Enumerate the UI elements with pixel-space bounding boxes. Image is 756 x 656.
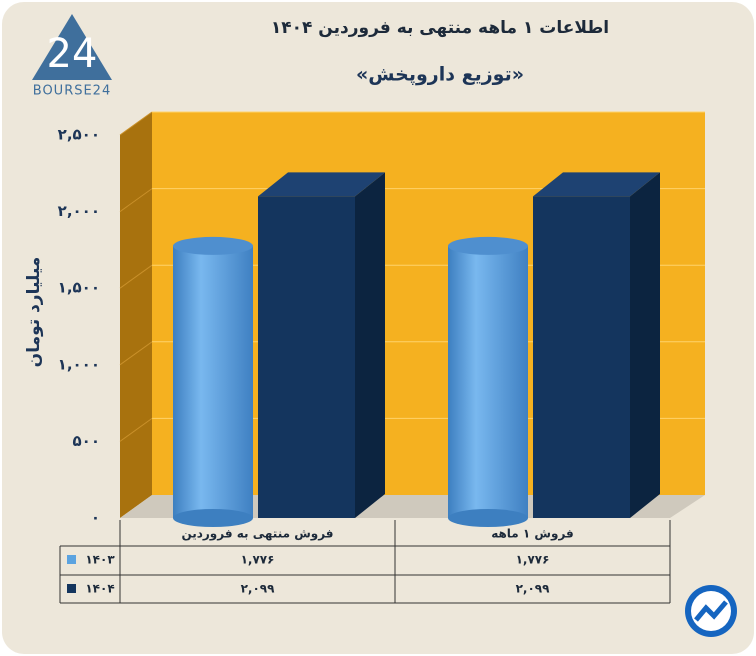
x-tick-label: فروش ۱ ماهه	[491, 527, 574, 542]
legend-swatch	[67, 555, 76, 564]
bar	[448, 245, 528, 518]
side-wall	[120, 112, 152, 518]
chart-subtitle: «توزیع داروپخش»	[356, 64, 524, 86]
logo-text: BOURSE24	[33, 84, 111, 99]
grid-line-side	[119, 188, 153, 213]
y-tick-label: ۲,۰۰۰	[58, 202, 100, 220]
bar	[258, 196, 355, 518]
legend-label: ۱۴۰۴	[85, 582, 114, 596]
chart-title: اطلاعات ۱ ماهه منتهی به فروردین ۱۴۰۴	[271, 18, 609, 38]
data-label: ۲,۰۹۹	[241, 582, 276, 596]
table-frame	[59, 520, 671, 604]
logo-triangle	[32, 14, 112, 80]
legend-label: ۱۴۰۳	[85, 553, 115, 567]
y-tick-label: ۰	[91, 509, 100, 527]
bar-top	[258, 172, 385, 197]
legend-swatch	[67, 584, 76, 593]
grid-line-side	[119, 111, 153, 136]
bar	[533, 196, 630, 518]
bar-top	[533, 172, 660, 197]
grid-line-side	[119, 341, 153, 366]
bar-side	[630, 172, 660, 518]
bar-base	[173, 509, 253, 527]
y-tick-label: ۱,۵۰۰	[58, 279, 100, 297]
y-tick-label: ۲,۵۰۰	[58, 126, 100, 144]
bar-cap	[173, 236, 253, 255]
grid-line-side	[119, 264, 153, 289]
bar	[173, 245, 253, 518]
data-label: ۱,۷۷۶	[516, 553, 550, 567]
y-axis-label: میلیارد تومان	[24, 257, 44, 368]
logo-mark: 24	[47, 31, 98, 77]
y-tick-label: ۱,۰۰۰	[58, 355, 100, 373]
y-tick-label: ۵۰۰	[73, 432, 100, 450]
plot: ۰ ۵۰۰ ۱,۰۰۰ ۱,۵۰۰ ۲,۰۰۰ ۲,۵۰۰ فروش منتهی به فر…	[58, 111, 705, 596]
bar-base	[448, 509, 528, 527]
x-tick-label: فروش منتهی به فروردین	[181, 527, 333, 542]
corner-icon	[685, 585, 737, 637]
bar-side	[355, 172, 385, 518]
grid-line-side	[119, 417, 153, 442]
data-label: ۱,۷۷۶	[241, 553, 275, 567]
data-label: ۲,۰۹۹	[516, 582, 551, 596]
bar-cap	[448, 236, 528, 255]
